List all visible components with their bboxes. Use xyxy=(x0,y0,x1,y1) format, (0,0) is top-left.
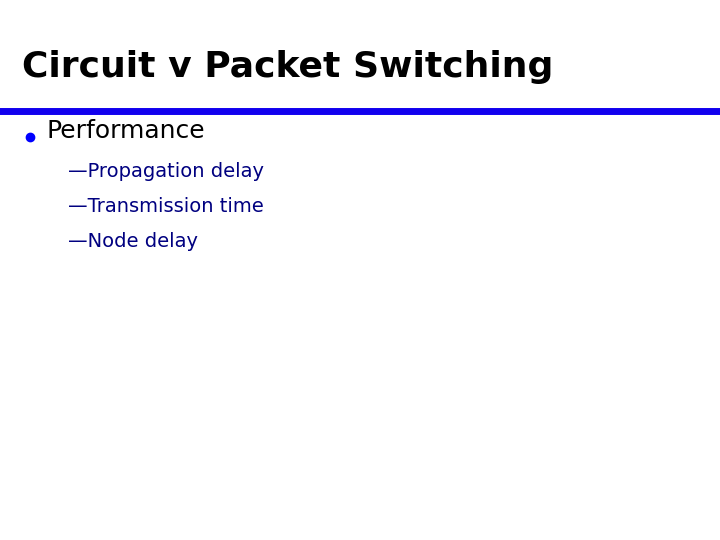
Text: —Node delay: —Node delay xyxy=(68,232,199,251)
Text: Circuit v Packet Switching: Circuit v Packet Switching xyxy=(22,50,553,84)
Text: —Transmission time: —Transmission time xyxy=(68,197,264,216)
Text: Performance: Performance xyxy=(47,119,205,143)
Text: —Propagation delay: —Propagation delay xyxy=(68,162,264,181)
